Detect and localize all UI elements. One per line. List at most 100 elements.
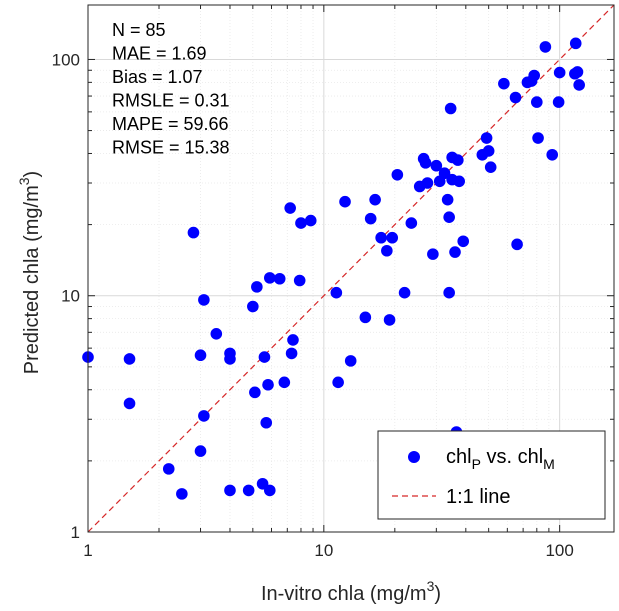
- data-point: [453, 175, 465, 188]
- data-point: [546, 148, 559, 161]
- data-point: [293, 274, 306, 287]
- data-point: [295, 217, 307, 229]
- data-point: [571, 66, 584, 78]
- data-point: [511, 238, 523, 251]
- data-point: [344, 355, 357, 367]
- x-tick-label: 10: [314, 541, 333, 560]
- data-point: [176, 488, 188, 500]
- data-point: [484, 161, 497, 173]
- data-point: [375, 231, 387, 244]
- data-point: [251, 281, 263, 293]
- data-point: [398, 286, 411, 299]
- data-point: [386, 231, 399, 244]
- legend: chlP vs. chlM 1:1 line: [377, 430, 606, 520]
- data-point: [287, 334, 299, 346]
- point-layer: [82, 37, 585, 500]
- stats-annotation: N = 85 MAE = 1.69 Bias = 1.07 RMSLE = 0.31 M…: [112, 20, 230, 158]
- data-point: [263, 484, 276, 497]
- data-point: [405, 217, 418, 229]
- y-tick-label: 1: [71, 523, 80, 542]
- data-point: [198, 294, 210, 306]
- y-tick-label: 100: [52, 50, 80, 69]
- data-point: [569, 37, 582, 50]
- y-axis-label: Predicted chla (mg/m3): [16, 171, 43, 374]
- data-point: [260, 416, 273, 429]
- stat-line: RMSLE = 0.31: [112, 91, 230, 111]
- data-point: [194, 349, 207, 362]
- tick-marks: [87, 5, 614, 533]
- data-point: [552, 96, 565, 108]
- data-point: [452, 154, 464, 166]
- data-point: [530, 96, 543, 108]
- x-axis-label: In-vitro chla (mg/m3): [261, 578, 441, 605]
- legend-scatter-label: chlP vs. chlM: [446, 446, 555, 472]
- data-point: [509, 91, 522, 104]
- data-point: [339, 195, 351, 208]
- y-tick-label: 10: [61, 287, 80, 306]
- x-tick-label: 1: [83, 541, 92, 560]
- data-point: [449, 246, 461, 258]
- stat-line: N = 85: [112, 20, 166, 40]
- data-point: [263, 272, 276, 284]
- legend-box: [377, 430, 606, 520]
- data-point: [573, 79, 585, 91]
- data-point: [443, 286, 455, 299]
- data-point: [539, 41, 552, 53]
- data-point: [123, 353, 136, 365]
- data-point: [258, 351, 271, 363]
- data-point: [369, 193, 381, 206]
- data-point: [359, 311, 372, 324]
- data-point: [528, 69, 541, 82]
- legend-line-label: 1:1 line: [446, 486, 511, 508]
- data-point: [285, 347, 298, 360]
- data-point: [391, 168, 404, 181]
- data-point: [249, 386, 261, 399]
- tick-labels: 1 10 100 1 10 100: [52, 50, 574, 560]
- data-point: [224, 484, 236, 497]
- data-point: [278, 376, 291, 389]
- one-to-one-line: [87, 4, 615, 533]
- grid: [87, 5, 614, 533]
- data-point: [441, 193, 454, 206]
- data-point: [273, 272, 286, 285]
- data-point: [162, 463, 175, 475]
- data-point: [224, 347, 236, 360]
- data-point: [480, 132, 493, 144]
- data-point: [262, 378, 274, 391]
- data-point: [498, 77, 510, 90]
- data-point: [381, 244, 393, 257]
- data-point: [332, 376, 344, 389]
- data-point: [187, 226, 200, 239]
- data-point: [123, 397, 136, 410]
- stat-line: RMSE = 15.38: [112, 138, 230, 158]
- stat-line: MAE = 1.69: [112, 44, 207, 64]
- x-tick-label: 100: [545, 541, 573, 560]
- data-point: [443, 211, 455, 223]
- data-point: [198, 410, 210, 422]
- data-point: [383, 314, 396, 326]
- data-point: [330, 286, 343, 299]
- data-point: [444, 102, 457, 115]
- data-point: [419, 157, 432, 169]
- stat-line: Bias = 1.07: [112, 67, 203, 87]
- data-point: [457, 235, 470, 248]
- data-point: [430, 159, 443, 172]
- data-point: [421, 177, 434, 189]
- data-point: [242, 484, 255, 497]
- data-point: [364, 212, 377, 225]
- plot-frame: [87, 4, 615, 533]
- line-layer: [87, 4, 615, 533]
- stat-line: MAPE = 59.66: [112, 114, 229, 134]
- data-point: [553, 66, 566, 79]
- data-point: [438, 167, 451, 180]
- data-point: [284, 202, 296, 214]
- data-point: [427, 248, 439, 260]
- data-point: [194, 445, 207, 457]
- data-point: [482, 145, 495, 157]
- data-point: [247, 300, 259, 313]
- legend-scatter-marker: [408, 451, 420, 463]
- data-point: [532, 132, 544, 144]
- data-point: [210, 328, 223, 340]
- data-point: [304, 214, 317, 227]
